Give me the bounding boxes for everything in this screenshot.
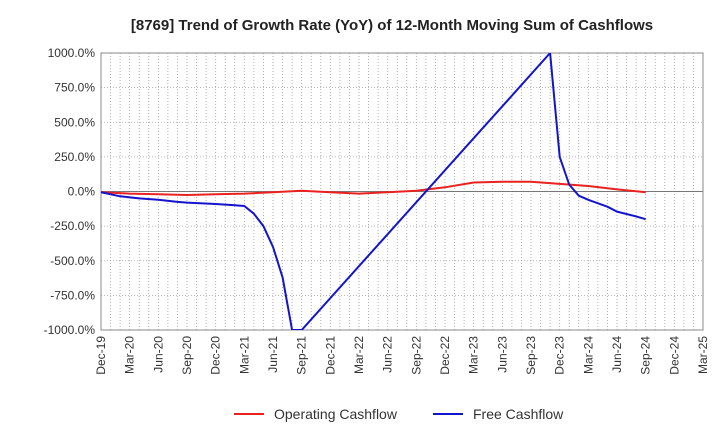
legend-label: Free Cashflow <box>473 406 564 422</box>
x-tick-label: Jun-22 <box>381 336 395 373</box>
y-tick-label: -500.0% <box>50 254 95 268</box>
x-tick-label: Dec-24 <box>667 336 681 375</box>
x-tick-label: Sep-22 <box>409 336 423 375</box>
x-tick-label: Sep-24 <box>639 336 653 375</box>
x-tick-label: Jun-24 <box>610 336 624 373</box>
x-tick-label: Sep-20 <box>180 336 194 375</box>
plot-frame <box>100 52 704 331</box>
x-tick-label: Dec-19 <box>94 336 108 375</box>
legend-label: Operating Cashflow <box>274 406 398 422</box>
legend: Operating Cashflow Free Cashflow <box>234 406 564 422</box>
x-tick-label: Jun-21 <box>266 336 280 373</box>
x-tick-label: Mar-22 <box>352 336 366 374</box>
x-tick-label: Sep-23 <box>524 336 538 375</box>
x-tick-label: Sep-21 <box>295 336 309 375</box>
x-tick-label: Mar-23 <box>467 336 481 374</box>
x-tick-label: Mar-21 <box>237 336 251 374</box>
x-tick-label: Dec-21 <box>323 336 337 375</box>
y-tick-label: 750.0% <box>54 81 95 95</box>
x-tick-label: Jun-20 <box>151 336 165 373</box>
free-cashflow-line <box>101 53 646 330</box>
x-tick-label: Dec-22 <box>438 336 452 375</box>
operating-cashflow-line <box>101 180 646 196</box>
y-tick-label: -1000.0% <box>44 323 96 337</box>
x-tick-label: Mar-25 <box>696 336 710 374</box>
x-tick-label: Dec-20 <box>209 336 223 375</box>
axes: 1000.0% 750.0% 500.0% 250.0% 0.0% -250.0% -500… <box>44 46 710 375</box>
y-tick-label: -750.0% <box>50 288 95 302</box>
x-tick-label: Dec-23 <box>553 336 567 375</box>
x-tick-label: Mar-20 <box>123 336 137 374</box>
y-tick-label: -250.0% <box>50 219 95 233</box>
series-lines <box>101 53 646 330</box>
y-tick-label: 0.0% <box>68 185 96 199</box>
y-tick-label: 250.0% <box>54 150 95 164</box>
y-tick-label: 500.0% <box>54 115 95 129</box>
y-tick-label: 1000.0% <box>48 46 96 60</box>
x-tick-label: Jun-23 <box>495 336 509 373</box>
x-tick-label: Mar-24 <box>581 336 595 374</box>
chart-title: [8769] Trend of Growth Rate (YoY) of 12-… <box>131 17 653 34</box>
